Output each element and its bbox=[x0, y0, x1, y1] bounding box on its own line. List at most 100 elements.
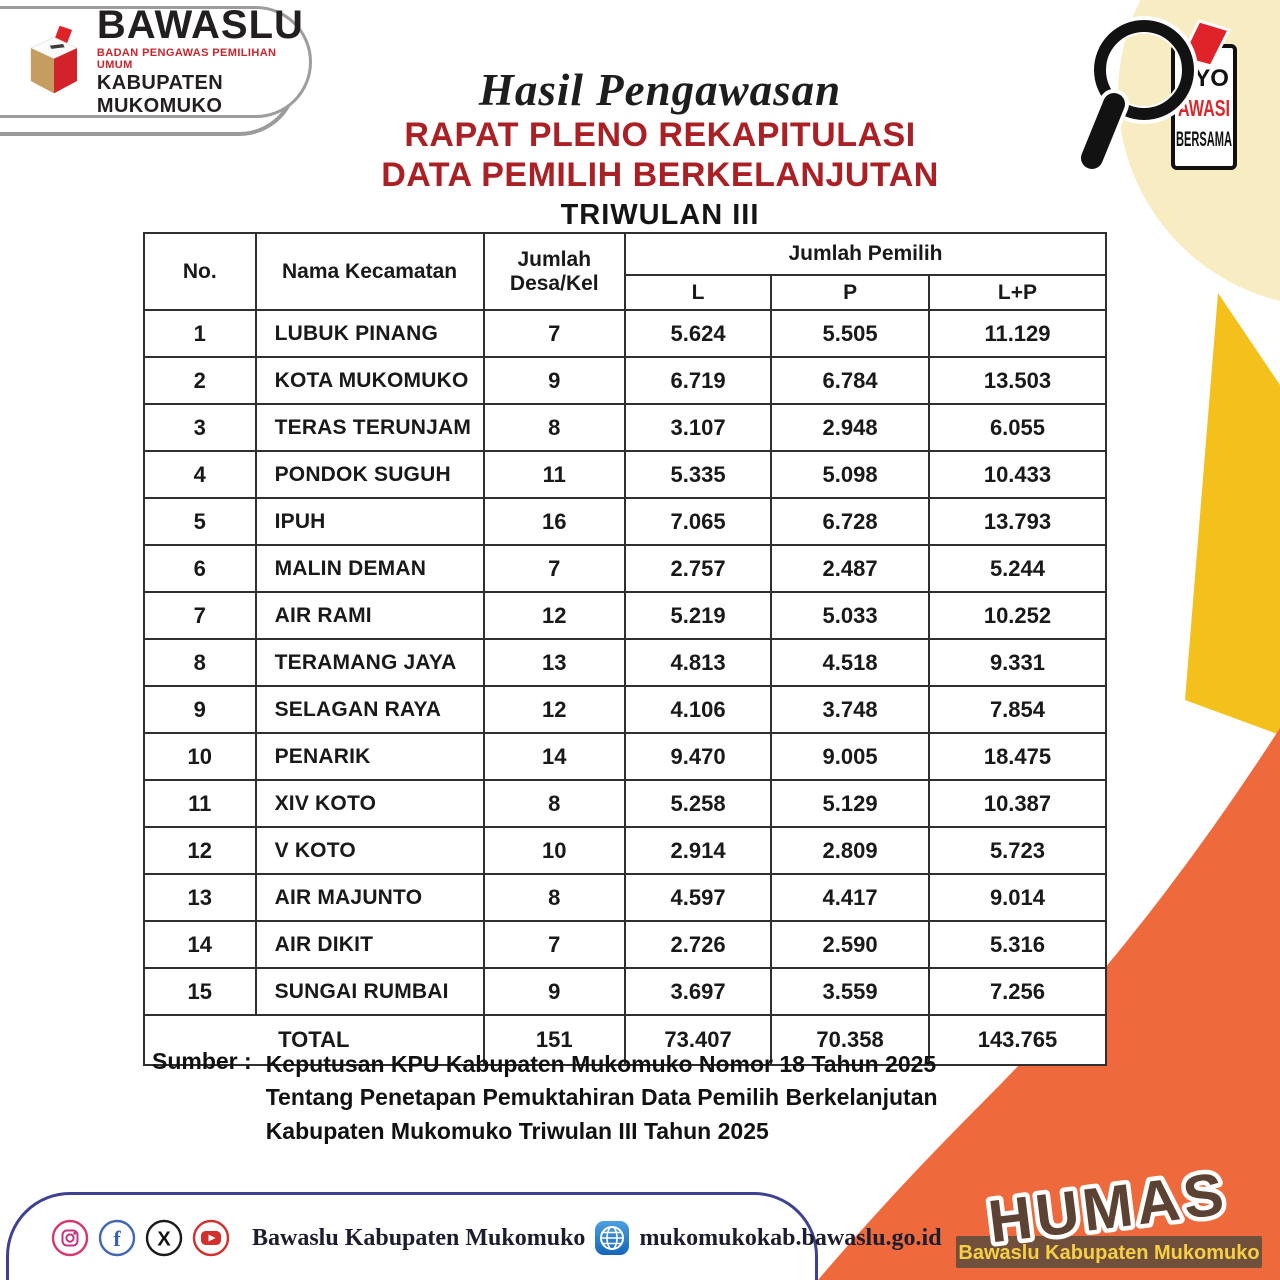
cell-p: 5.033 bbox=[770, 591, 930, 640]
cell-no: 4 bbox=[143, 450, 257, 499]
cell-lp: 6.055 bbox=[927, 403, 1108, 452]
cell-p: 2.487 bbox=[770, 544, 930, 593]
cell-lp: 10.433 bbox=[927, 450, 1108, 499]
total-p: 70.358 bbox=[770, 1014, 930, 1066]
table-row: 3 TERAS TERUNJAM 8 3.107 2.948 6.055 bbox=[143, 403, 1108, 452]
cell-kecamatan: SELAGAN RAYA bbox=[254, 685, 485, 734]
awasi-line3: BERSAMA bbox=[1176, 128, 1232, 151]
cell-lp: 9.014 bbox=[927, 873, 1108, 922]
cell-kecamatan: TERAMANG JAYA bbox=[254, 638, 485, 687]
cell-no: 14 bbox=[143, 920, 257, 969]
col-header-lp: L+P bbox=[927, 274, 1108, 311]
title-line-3: TRIWULAN III bbox=[560, 198, 760, 231]
bawaslu-subtitle: BADAN PENGAWAS PEMILIHAN UMUM bbox=[96, 47, 277, 71]
cell-no: 1 bbox=[143, 309, 257, 358]
cell-desa: 8 bbox=[482, 779, 626, 828]
magnifier-handle bbox=[1081, 93, 1125, 169]
svg-text:X: X bbox=[157, 1229, 171, 1251]
table-row: 9 SELAGAN RAYA 12 4.106 3.748 7.854 bbox=[143, 685, 1108, 734]
cell-no: 5 bbox=[143, 497, 257, 546]
total-label: TOTAL bbox=[143, 1014, 485, 1066]
source-line-1: Keputusan KPU Kabupaten Mukomuko Nomor 1… bbox=[265, 1051, 937, 1077]
cell-desa: 11 bbox=[482, 450, 626, 499]
humas-subtitle: Bawaslu Kabupaten Mukomuko bbox=[958, 1242, 1259, 1264]
cell-desa: 7 bbox=[482, 920, 626, 969]
cell-desa: 7 bbox=[482, 544, 626, 593]
instagram-icon bbox=[51, 1219, 89, 1257]
col-header-desa: Jumlah Desa/Kel bbox=[482, 232, 626, 311]
cell-kecamatan: PONDOK SUGUH bbox=[254, 450, 485, 499]
cell-lp: 9.331 bbox=[927, 638, 1108, 687]
title-line-2: DATA PEMILIH BERKELANJUTAN bbox=[381, 155, 939, 194]
cell-l: 2.914 bbox=[623, 826, 773, 875]
table-row: 8 TERAMANG JAYA 13 4.813 4.518 9.331 bbox=[143, 638, 1108, 687]
cell-lp: 5.723 bbox=[927, 826, 1108, 875]
cell-kecamatan: PENARIK bbox=[254, 732, 485, 781]
ballot-box-icon bbox=[29, 22, 78, 93]
cell-p: 6.728 bbox=[770, 497, 930, 546]
cell-desa: 13 bbox=[482, 638, 626, 687]
table-row: 12 V KOTO 10 2.914 2.809 5.723 bbox=[143, 826, 1108, 875]
cell-no: 11 bbox=[143, 779, 257, 828]
cell-lp: 7.854 bbox=[927, 685, 1108, 734]
cell-p: 5.098 bbox=[770, 450, 930, 499]
source-line-2: Tentang Penetapan Pemuktahiran Data Pemi… bbox=[265, 1084, 938, 1111]
table-row: 5 IPUH 16 7.065 6.728 13.793 bbox=[143, 497, 1108, 546]
orange-corner bbox=[818, 728, 1280, 1280]
cell-kecamatan: XIV KOTO bbox=[254, 779, 485, 828]
col-header-l: L bbox=[623, 274, 773, 311]
facebook-icon: f bbox=[98, 1219, 136, 1257]
cell-p: 4.518 bbox=[770, 638, 930, 687]
cell-lp: 13.503 bbox=[927, 356, 1108, 405]
col-header-no: No. bbox=[143, 232, 257, 311]
cell-kecamatan: KOTA MUKOMUKO bbox=[254, 356, 485, 405]
cell-p: 2.948 bbox=[770, 403, 930, 452]
humas-bar bbox=[956, 1236, 1262, 1268]
cell-kecamatan: V KOTO bbox=[254, 826, 485, 875]
table-row: 14 AIR DIKIT 7 2.726 2.590 5.316 bbox=[143, 920, 1108, 969]
total-desa: 151 bbox=[482, 1014, 626, 1066]
col-header-desa-line1: Jumlah bbox=[517, 247, 592, 271]
table-row: 15 SUNGAI RUMBAI 9 3.697 3.559 7.256 bbox=[143, 967, 1108, 1016]
magnifier-glass-icon bbox=[1094, 20, 1194, 120]
footer-account-name: Bawaslu Kabupaten Mukomuko bbox=[252, 1224, 586, 1251]
total-lp: 143.765 bbox=[927, 1014, 1108, 1066]
title-line-1: RAPAT PLENO REKAPITULASI bbox=[404, 116, 916, 154]
cell-kecamatan: IPUH bbox=[254, 497, 485, 546]
table-row: 1 LUBUK PINANG 7 5.624 5.505 11.129 bbox=[143, 309, 1108, 358]
cell-l: 3.697 bbox=[623, 967, 773, 1016]
table-header-row-1: No. Nama Kecamatan Jumlah Desa/Kel Jumla… bbox=[143, 232, 1108, 311]
globe-icon bbox=[595, 1221, 630, 1255]
cell-no: 6 bbox=[143, 544, 257, 593]
cell-l: 4.813 bbox=[623, 638, 773, 687]
footer-contact-bar: f X Bawaslu Kabupaten Mukomuko bbox=[6, 1192, 942, 1280]
cell-l: 2.757 bbox=[623, 544, 773, 593]
cell-kecamatan: AIR DIKIT bbox=[254, 920, 485, 969]
col-header-pemilih: Jumlah Pemilih bbox=[623, 232, 1108, 276]
source-lines: Keputusan KPU Kabupaten Mukomuko Nomor 1… bbox=[266, 1048, 938, 1148]
table-row: 2 KOTA MUKOMUKO 9 6.719 6.784 13.503 bbox=[143, 356, 1108, 405]
cell-p: 9.005 bbox=[770, 732, 930, 781]
cell-lp: 11.129 bbox=[927, 309, 1108, 358]
cell-lp: 5.316 bbox=[927, 920, 1108, 969]
cell-desa: 16 bbox=[482, 497, 626, 546]
table-total-row: TOTAL 151 73.407 70.358 143.765 bbox=[143, 1014, 1108, 1066]
awasi-bersama-badge: AYO AWASI BERSAMA bbox=[1078, 16, 1237, 173]
cell-p: 2.590 bbox=[770, 920, 930, 969]
cell-kecamatan: AIR RAMI bbox=[254, 591, 485, 640]
cell-desa: 12 bbox=[482, 591, 626, 640]
cell-no: 7 bbox=[143, 591, 257, 640]
cell-desa: 14 bbox=[482, 732, 626, 781]
cell-lp: 5.244 bbox=[927, 544, 1108, 593]
cell-no: 12 bbox=[143, 826, 257, 875]
cell-p: 5.505 bbox=[770, 309, 930, 358]
cell-kecamatan: SUNGAI RUMBAI bbox=[254, 967, 485, 1016]
cell-desa: 9 bbox=[482, 356, 626, 405]
bawaslu-logo-text: BAWASLU BADAN PENGAWAS PEMILIHAN UMUM KA… bbox=[96, 5, 309, 118]
cell-no: 10 bbox=[143, 732, 257, 781]
cell-l: 6.719 bbox=[623, 356, 773, 405]
col-header-kecamatan: Nama Kecamatan bbox=[254, 232, 485, 311]
table-row: 6 MALIN DEMAN 7 2.757 2.487 5.244 bbox=[143, 544, 1108, 593]
cell-l: 5.335 bbox=[623, 450, 773, 499]
